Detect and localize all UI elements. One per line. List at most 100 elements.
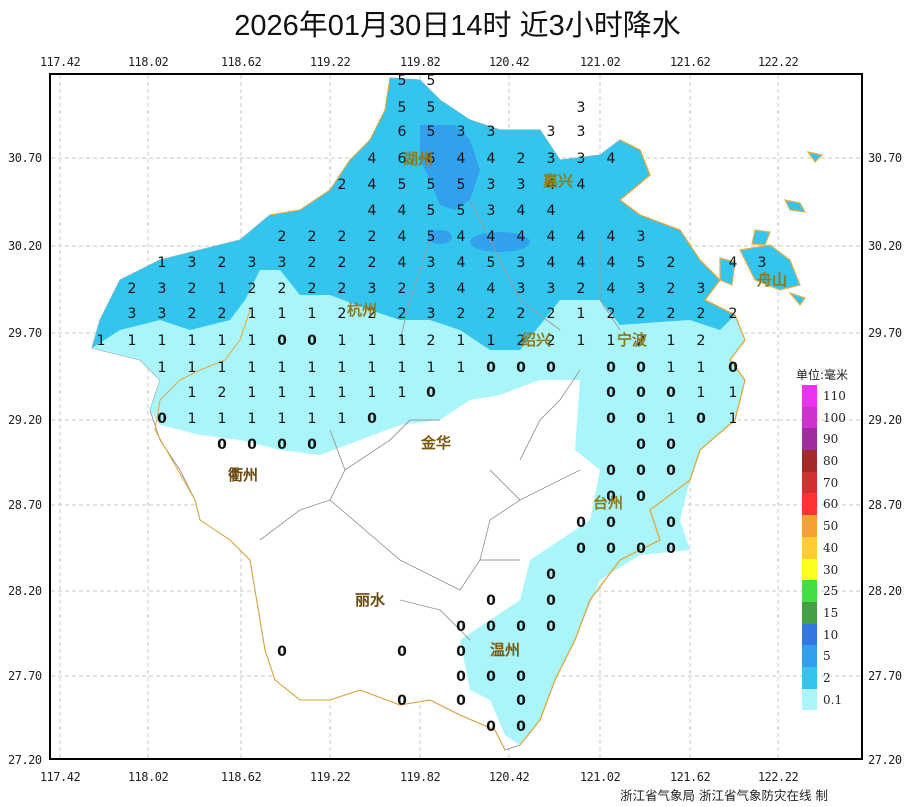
city-label: 嘉兴 xyxy=(542,172,573,190)
x-tick-label: 118.02 xyxy=(127,55,169,69)
precip-band-5-patch xyxy=(470,232,530,252)
x-axis-top: 117.42 118.02 118.62 119.22 119.82 120.42 121.… xyxy=(0,55,915,71)
station-value: 3 xyxy=(577,151,586,167)
station-value: 1 xyxy=(278,385,287,401)
legend-swatch xyxy=(802,385,817,407)
y-tick-label: 29.70 xyxy=(8,326,42,340)
legend-label: 70 xyxy=(823,475,839,490)
city-label: 温州 xyxy=(490,641,520,659)
station-value: 3 xyxy=(368,281,377,297)
station-value: 0 xyxy=(486,593,496,609)
station-value: 0 xyxy=(277,333,287,349)
station-value: 2 xyxy=(517,151,526,167)
station-value: 1 xyxy=(188,333,197,349)
station-value: 0 xyxy=(636,360,646,376)
station-value: 1 xyxy=(667,333,676,349)
city-label: 杭州 xyxy=(347,301,377,319)
station-value: 2 xyxy=(368,255,377,271)
station-value: 1 xyxy=(248,333,257,349)
y-tick-label: 28.70 xyxy=(868,498,902,512)
legend-item: 10 xyxy=(796,623,866,646)
station-value: 5 xyxy=(427,177,436,193)
station-value: 3 xyxy=(517,281,526,297)
station-value: 2 xyxy=(338,255,347,271)
station-value: 4 xyxy=(368,177,377,193)
station-value: 0 xyxy=(486,360,496,376)
station-value: 4 xyxy=(517,203,526,219)
station-value: 3 xyxy=(278,255,287,271)
station-value: 3 xyxy=(188,255,197,271)
legend-item: 50 xyxy=(796,515,866,537)
station-value: 2 xyxy=(637,333,646,349)
station-value: 1 xyxy=(667,411,676,427)
legend-label: 30 xyxy=(823,562,839,577)
station-value: 0 xyxy=(247,437,257,453)
legend-label: 10 xyxy=(823,627,839,642)
station-value: 1 xyxy=(338,360,347,376)
station-value: 3 xyxy=(517,255,526,271)
station-value: 1 xyxy=(278,306,287,322)
legend-item: 0.1 xyxy=(796,688,866,711)
station-value: 0 xyxy=(456,693,466,709)
y-tick-label: 30.20 xyxy=(868,239,902,253)
station-value: 1 xyxy=(188,411,197,427)
station-value: 0 xyxy=(666,437,676,453)
station-value: 1 xyxy=(667,360,676,376)
station-value: 4 xyxy=(517,229,526,245)
station-value: 3 xyxy=(158,281,167,297)
legend-label: 60 xyxy=(823,497,839,512)
station-value: 2 xyxy=(338,177,347,193)
legend-item: 15 xyxy=(796,601,866,624)
legend-swatch xyxy=(802,623,817,646)
station-value: 5 xyxy=(427,73,436,89)
x-tick-label: 122.22 xyxy=(757,770,799,784)
station-value: 3 xyxy=(637,281,646,297)
station-value: 1 xyxy=(158,255,167,271)
station-value: 2 xyxy=(218,306,227,322)
station-value: 3 xyxy=(487,203,496,219)
station-value: 1 xyxy=(218,360,227,376)
station-value: 1 xyxy=(218,281,227,297)
y-tick-label: 30.70 xyxy=(8,151,42,165)
x-axis-bottom: 117.42 118.02 118.62 119.22 119.82 120.42 121.… xyxy=(0,770,915,786)
station-value: 2 xyxy=(487,306,496,322)
x-tick-label: 121.02 xyxy=(579,770,621,784)
station-value: 4 xyxy=(577,255,586,271)
station-value: 2 xyxy=(577,281,586,297)
station-value: 2 xyxy=(398,281,407,297)
station-value: 0 xyxy=(546,567,556,583)
y-tick-label: 27.70 xyxy=(868,669,902,683)
station-value: 5 xyxy=(398,73,407,89)
station-value: 5 xyxy=(637,255,646,271)
legend-swatch xyxy=(802,450,817,472)
station-value: 4 xyxy=(547,255,556,271)
station-value: 4 xyxy=(487,281,496,297)
station-value: 2 xyxy=(729,306,738,322)
station-value: 1 xyxy=(577,333,586,349)
legend-label: 40 xyxy=(823,540,839,555)
x-tick-label: 120.42 xyxy=(488,770,530,784)
legend-swatch xyxy=(802,493,817,516)
legend-swatch xyxy=(802,471,817,494)
station-values: 5 5 5 5 3 6 5 3 3 3 3 4 6 6 4 4 2 3 3 4 2 4 5 5 5 3 3 4 4 4 4 5 5 3 4 4 2 2 2 2… xyxy=(97,73,767,735)
station-value: 1 xyxy=(158,360,167,376)
station-value: 4 xyxy=(368,203,377,219)
station-value: 4 xyxy=(398,229,407,245)
station-value: 0 xyxy=(486,619,496,635)
legend-title: 单位:毫米 xyxy=(796,368,849,382)
station-value: 0 xyxy=(516,360,526,376)
station-value: 0 xyxy=(606,385,616,401)
station-value: 2 xyxy=(398,306,407,322)
station-value: 4 xyxy=(577,229,586,245)
west-border xyxy=(154,309,506,751)
station-value: 3 xyxy=(547,281,556,297)
station-value: 0 xyxy=(426,385,436,401)
station-value: 0 xyxy=(636,437,646,453)
station-value: 3 xyxy=(457,124,466,140)
station-value: 4 xyxy=(729,255,738,271)
station-value: 0 xyxy=(157,411,167,427)
station-value: 1 xyxy=(128,333,137,349)
station-value: 5 xyxy=(457,177,466,193)
city-label: 绍兴 xyxy=(521,331,551,349)
station-value: 3 xyxy=(128,306,137,322)
